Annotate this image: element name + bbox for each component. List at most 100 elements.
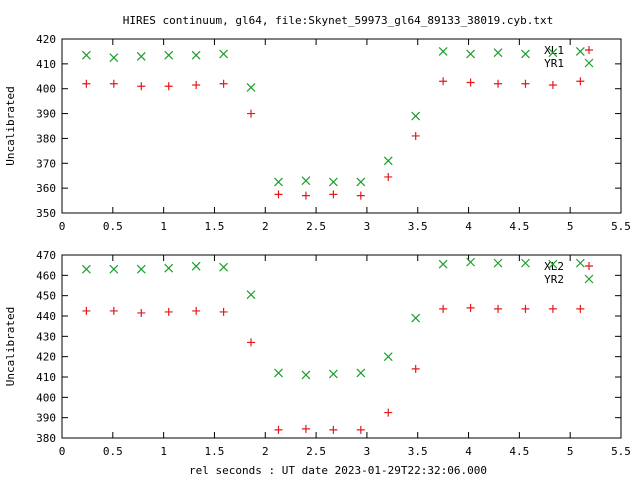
y-tick-label: 410 — [36, 58, 56, 71]
data-point — [301, 191, 310, 200]
data-point — [301, 424, 310, 433]
y-tick-label: 410 — [36, 371, 56, 384]
data-point — [356, 368, 366, 378]
x-tick-label: 1 — [160, 220, 167, 233]
data-point — [192, 306, 201, 315]
y-tick-label: 350 — [36, 207, 56, 220]
data-point — [192, 80, 201, 89]
data-point — [521, 304, 530, 313]
series-xl2 — [82, 303, 585, 434]
y-tick-label: 400 — [36, 83, 56, 96]
legend-label: XL1 — [544, 44, 564, 57]
y-tick-label: 420 — [36, 351, 56, 364]
data-point — [219, 49, 229, 59]
x-tick-label: 4 — [465, 220, 472, 233]
series-xl1 — [82, 77, 585, 200]
chart-title: HIRES continuum, gl64, file:Skynet_59973… — [123, 14, 553, 27]
data-point — [164, 50, 174, 60]
data-point — [274, 425, 283, 434]
data-point — [164, 263, 174, 273]
x-tick-label: 0 — [59, 445, 66, 458]
series-yr2 — [81, 257, 585, 380]
data-point — [219, 79, 228, 88]
x-tick-label: 4 — [465, 445, 472, 458]
x-tick-label: 3.5 — [408, 445, 428, 458]
data-point — [439, 304, 448, 313]
plot-frame — [61, 38, 622, 214]
legend-marker — [585, 262, 593, 270]
data-point — [191, 261, 201, 271]
y-tick-label: 390 — [36, 108, 56, 121]
y-tick-label: 380 — [36, 432, 56, 445]
data-point — [136, 51, 146, 61]
data-point — [136, 264, 146, 274]
data-point — [164, 307, 173, 316]
x-tick-label: 3.5 — [408, 220, 428, 233]
data-point — [109, 79, 118, 88]
data-point — [548, 304, 557, 313]
legend-marker — [584, 274, 594, 284]
data-point — [246, 290, 256, 300]
y-tick-label: 370 — [36, 157, 56, 170]
x-tick-label: 3 — [364, 445, 371, 458]
data-point — [109, 53, 119, 63]
data-point — [247, 338, 256, 347]
data-point — [219, 307, 228, 316]
data-point — [247, 109, 256, 118]
y-tick-label: 430 — [36, 330, 56, 343]
y-tick-label: 360 — [36, 182, 56, 195]
data-point — [191, 50, 201, 60]
data-point — [411, 364, 420, 373]
x-tick-label: 2.5 — [306, 445, 326, 458]
data-point — [164, 82, 173, 91]
y-tick-label: 400 — [36, 391, 56, 404]
y-axis-label: Uncalibrated — [4, 307, 17, 386]
data-point — [329, 425, 338, 434]
legend-label: XL2 — [544, 260, 564, 273]
x-tick-label: 1.5 — [205, 220, 225, 233]
data-point — [81, 264, 91, 274]
data-point — [219, 262, 229, 272]
data-point — [246, 83, 256, 92]
data-point — [137, 308, 146, 317]
plot-frame — [61, 254, 622, 439]
data-point — [274, 177, 283, 187]
data-point — [356, 425, 365, 434]
data-point — [383, 352, 393, 362]
legend-marker — [584, 58, 594, 68]
y-tick-label: 390 — [36, 412, 56, 425]
x-tick-label: 1 — [160, 445, 167, 458]
x-tick-label: 2.5 — [306, 220, 326, 233]
x-tick-label: 2 — [262, 220, 269, 233]
data-point — [466, 303, 475, 312]
data-point — [494, 79, 503, 88]
legend-label: YR2 — [544, 273, 564, 286]
x-tick-label: 2 — [262, 445, 269, 458]
data-point — [411, 131, 420, 140]
series-yr1 — [81, 47, 585, 187]
plot-panel-2: 0 0.5 1 1.5 2 2.5 3 3.5 4 4.5 5 5.5 380 390 400 410 420 4… — [4, 249, 631, 458]
data-point — [576, 304, 585, 313]
data-point — [439, 77, 448, 86]
data-point — [548, 259, 558, 269]
y-tick-label: 460 — [36, 269, 56, 282]
x-tick-label: 0.5 — [103, 220, 123, 233]
data-point — [493, 48, 503, 58]
plot-panels: 0 0.5 1 1.5 2 2.5 3 3.5 4 4.5 5 5.53503603703803904… — [4, 33, 631, 458]
data-point — [575, 47, 585, 56]
data-point — [575, 258, 585, 268]
data-point — [438, 47, 448, 56]
data-point — [109, 264, 119, 274]
y-tick-label: 380 — [36, 132, 56, 145]
data-point — [494, 304, 503, 313]
data-point — [521, 258, 530, 268]
x-tick-label: 5.5 — [611, 220, 631, 233]
data-point — [328, 177, 338, 187]
data-point — [521, 49, 530, 59]
data-point — [548, 48, 558, 58]
data-point — [82, 306, 91, 315]
x-tick-label: 0.5 — [103, 445, 123, 458]
legend-marker — [585, 46, 593, 54]
data-point — [548, 80, 557, 89]
